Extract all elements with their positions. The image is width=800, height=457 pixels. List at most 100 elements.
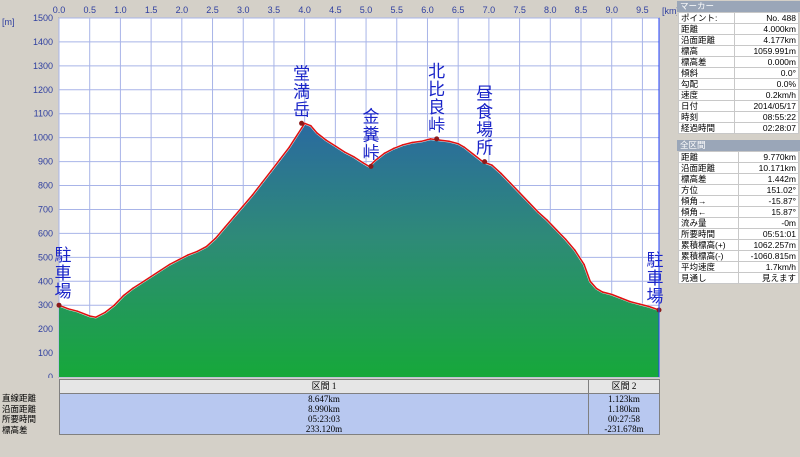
elevation-point (196, 250, 198, 253)
x-unit-label: [km] (662, 6, 677, 16)
elevation-point (595, 287, 598, 290)
y-tick-label: 500 (38, 252, 53, 262)
y-tick-label: 1000 (33, 133, 53, 143)
y-tick-label: 1300 (33, 61, 53, 71)
summary-value: 1.442m (737, 173, 800, 185)
elevation-point (463, 146, 466, 148)
x-tick-labels: 0.0 0.5 1.0 1.5 2.0 2.5 3.0 3.5 4.0 4.5 5.0 5.5 6.0 6… (53, 5, 649, 15)
elevation-point (325, 139, 327, 141)
row-label-straight-distance: 直線距離 (2, 393, 37, 403)
y-tick-label: 800 (38, 181, 53, 191)
x-tick-label: 2.5 (206, 5, 219, 15)
summary-label: 沿面距離 (678, 162, 739, 174)
summary-value: -1060.815m (737, 250, 800, 262)
elevation-point (224, 226, 226, 229)
elevation-point (288, 146, 291, 148)
annotation-marker (434, 136, 440, 142)
elevation-point (439, 139, 441, 141)
summary-row: 流み量 -0m (678, 217, 800, 229)
x-tick-label: 6.0 (421, 5, 434, 15)
elevation-point (647, 305, 650, 308)
marker-value: 4.000km (733, 23, 800, 35)
elevation-area (59, 123, 659, 377)
x-tick-label: 9.0 (605, 5, 618, 15)
info-panel: マーカー ポイント: No. 488 距離 4.000km 沿面距離 4.177km … (677, 0, 800, 457)
x-tick-label: 7.5 (513, 5, 526, 15)
elevation-point (104, 311, 106, 314)
section-panel-title: 全区間 (677, 140, 800, 151)
marker-value: No. 488 (733, 12, 800, 24)
elevation-point (251, 194, 254, 196)
elevation-point (242, 205, 244, 207)
elevation-point (343, 151, 346, 153)
elevation-point (528, 201, 530, 204)
marker-value: 0.2km/h (733, 89, 800, 101)
summary-row: 所要時間 05:51:01 (678, 228, 800, 240)
marker-label: 傾斜 (678, 67, 735, 79)
y-tick-label: 700 (38, 204, 53, 214)
elevation-point (537, 211, 539, 213)
y-tick-label: 100 (38, 348, 53, 358)
summary-row: 標高差 1.442m (678, 173, 800, 185)
annotation-label: 昼食場所 (476, 85, 493, 159)
elevation-point (316, 132, 318, 134)
marker-value: 2014/05/17 (733, 100, 800, 112)
summary-row: 方位 151.02° (678, 184, 800, 196)
x-tick-label: 4.5 (329, 5, 342, 15)
section2-elevation-diff: -231.678m (588, 424, 660, 435)
section1-straight-distance: 8.647km (59, 393, 589, 404)
elevation-point (310, 124, 312, 127)
annotation-label: 金糞峠 (362, 107, 379, 163)
marker-label: ポイント: (678, 12, 735, 24)
elevation-point (392, 147, 395, 150)
elevation-point (610, 293, 613, 296)
elevation-point (260, 182, 263, 184)
section2-straight-distance: 1.123km (588, 393, 660, 404)
elevation-point (457, 142, 460, 145)
elevation-point (362, 162, 364, 164)
summary-label: 標高差 (678, 173, 739, 185)
area-layer (58, 121, 660, 377)
x-tick-label: 8.0 (544, 5, 557, 15)
elevation-point (601, 291, 604, 293)
elevation-point (564, 238, 567, 241)
summary-value: 見えます (737, 272, 800, 284)
summary-value: 15.87° (737, 206, 800, 218)
annotation-marker (482, 159, 488, 165)
elevation-point (546, 219, 548, 221)
marker-value: 4.177km (733, 34, 800, 46)
annotation-marker (299, 120, 305, 126)
summary-row: 平均速度 1.7km/h (678, 261, 800, 273)
summary-row: 累積標高(+) 1062.257m (678, 239, 800, 251)
marker-value: 02:28:07 (733, 122, 800, 134)
row-label-surface-distance: 沿面距離 (2, 403, 37, 414)
summary-value: -0m (737, 217, 800, 229)
annotation-label: 堂満岳 (293, 64, 310, 120)
annotation-marker (368, 163, 374, 169)
summary-row: 沿面距離 10.171km (678, 162, 800, 174)
elevation-point (620, 297, 622, 299)
marker-label: 日付 (678, 100, 735, 112)
summary-row: 傾角→ -15.87° (678, 195, 800, 207)
marker-row: 距離 4.000km (678, 23, 800, 35)
y-tick-label: 600 (38, 228, 53, 238)
section2-header[interactable]: 区間 2 (588, 379, 660, 394)
y-tick-label: 200 (38, 324, 53, 334)
x-tick-label: 2.0 (176, 5, 189, 15)
marker-label: 標高差 (678, 56, 735, 68)
marker-value: 0.0% (733, 78, 800, 90)
elevation-chart[interactable]: 0.0 0.5 1.0 1.5 2.0 2.5 3.0 3.5 4.0 4.5 5.0 5.5 6.0 6… (0, 0, 677, 378)
elevation-point (472, 153, 475, 156)
y-tick-label: 0 (48, 372, 53, 378)
annotation-label: 北比良峠 (428, 62, 445, 136)
elevation-point (187, 254, 189, 256)
x-tick-label: 0.0 (53, 5, 66, 15)
x-tick-label: 3.0 (237, 5, 250, 15)
elevation-point (294, 136, 297, 139)
elevation-point (509, 182, 512, 184)
x-tick-label: 4.0 (298, 5, 311, 15)
summary-label: 傾角← (678, 206, 739, 218)
elevation-point (76, 310, 79, 313)
section1-header[interactable]: 区間 1 (59, 379, 589, 394)
y-tick-label: 1500 (33, 13, 53, 23)
